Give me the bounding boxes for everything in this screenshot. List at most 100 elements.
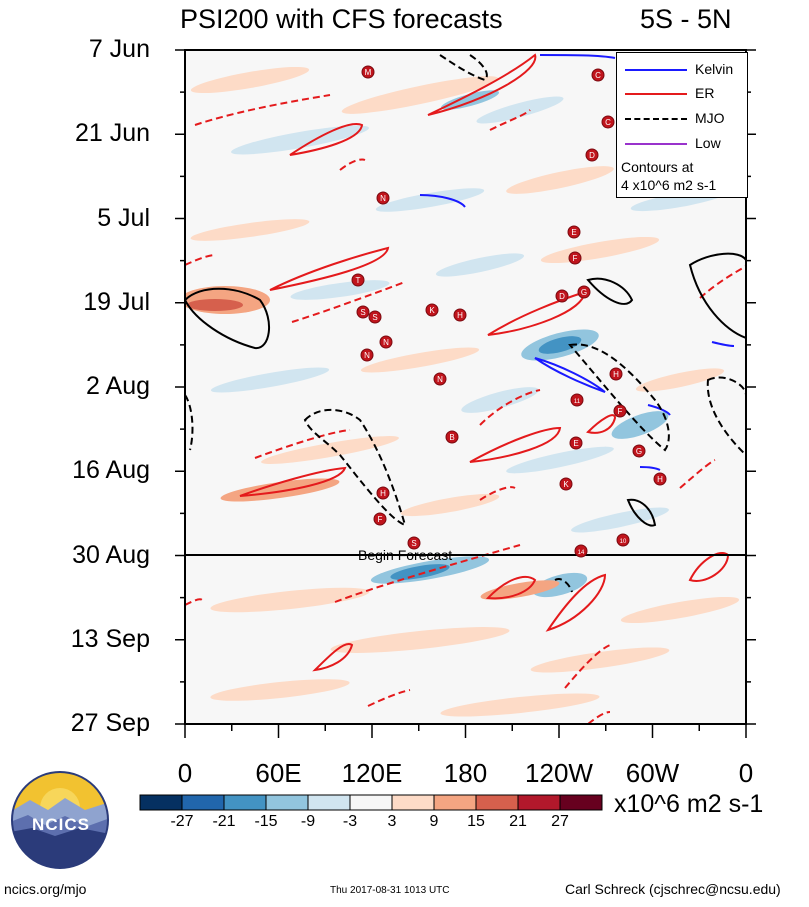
storm-marker: S	[407, 536, 421, 550]
colorbar-tick-label: -21	[212, 813, 236, 830]
y-tick-label: 21 Jun	[74, 119, 150, 148]
storm-marker-label: 11	[574, 399, 581, 405]
colorbar-swatch	[349, 794, 393, 811]
colorbar-swatch	[475, 794, 519, 811]
storm-marker-label: N	[383, 338, 389, 347]
storm-marker-label: H	[657, 475, 663, 484]
storm-marker: G	[577, 285, 591, 299]
legend-swatch	[625, 143, 687, 145]
colorbar-swatch	[181, 794, 225, 811]
storm-marker: E	[569, 436, 583, 450]
colorbar-tick-label: -15	[254, 813, 278, 830]
colorbar-swatch	[223, 794, 267, 811]
storm-marker-label: G	[581, 288, 587, 297]
ncics-logo	[11, 771, 109, 869]
storm-marker: B	[445, 430, 459, 444]
storm-marker: H	[453, 308, 467, 322]
storm-marker: T	[351, 273, 365, 287]
storm-marker-label: 14	[578, 550, 585, 556]
y-tick-label: 2 Aug	[86, 372, 150, 400]
x-tick-label: 60E	[255, 758, 302, 788]
storm-marker: G	[632, 444, 646, 458]
colorbar-tick-label: -9	[300, 813, 316, 830]
storm-marker: E	[567, 225, 581, 239]
legend-label: Kelvin	[695, 61, 734, 77]
region-label: 5S - 5N	[640, 4, 732, 34]
storm-marker-label: N	[364, 351, 370, 360]
storm-marker-label: G	[636, 447, 642, 456]
storm-marker-label: H	[457, 311, 463, 320]
colorbar-swatch	[307, 794, 351, 811]
storm-marker: 11	[570, 393, 584, 407]
storm-marker: H	[653, 472, 667, 486]
storm-marker-label: D	[559, 292, 565, 301]
colorbar-swatch	[517, 794, 561, 811]
storm-marker: S	[368, 310, 382, 324]
colorbar-swatch	[391, 794, 435, 811]
storm-marker-label: F	[573, 254, 578, 263]
legend-swatch	[625, 93, 687, 95]
legend: Kelvin ER MJO Low Contours at 4 x10^6 m2…	[616, 52, 748, 198]
colorbar-tick-label: 21	[509, 813, 527, 830]
legend-label: ER	[695, 85, 715, 101]
colorbar-tick-label: 3	[387, 813, 397, 830]
y-tick-label: 7 Jun	[88, 35, 150, 63]
colorbar-units: x10^6 m2 s-1	[614, 790, 764, 818]
storm-marker-label: S	[360, 308, 365, 317]
y-tick-label: 13 Sep	[70, 624, 150, 653]
storm-marker: D	[585, 148, 599, 162]
colorbar-swatch	[265, 794, 309, 811]
x-tick-label: 120E	[341, 758, 403, 788]
storm-marker-label: E	[571, 228, 576, 237]
storm-marker-label: H	[380, 489, 386, 498]
begin-forecast-label: Begin Forecast	[358, 547, 453, 563]
storm-marker: N	[360, 348, 374, 362]
legend-label: MJO	[695, 110, 725, 126]
storm-marker: K	[559, 477, 573, 491]
x-tick-label: 0	[177, 758, 193, 788]
y-tick-label: 5 Jul	[97, 203, 150, 232]
storm-marker-label: D	[589, 151, 595, 160]
storm-marker-label: T	[356, 276, 361, 285]
storm-marker: H	[376, 486, 390, 500]
storm-marker: H	[609, 367, 623, 381]
legend-note: 4 x10^6 m2 s-1	[621, 177, 717, 193]
colorbar	[139, 794, 603, 811]
storm-marker-label: B	[449, 433, 454, 442]
footer-author: Carl Schreck (cjschrec@ncsu.edu)	[565, 881, 781, 897]
storm-marker-label: H	[613, 370, 619, 379]
storm-marker: 14	[574, 544, 588, 558]
legend-swatch	[625, 118, 687, 120]
legend-note: Contours at	[621, 159, 694, 175]
storm-marker: F	[613, 404, 627, 418]
legend-swatch	[625, 69, 687, 71]
footer-url[interactable]: ncics.org/mjo	[4, 881, 87, 897]
storm-marker-label: F	[618, 407, 623, 416]
y-tick-label: 19 Jul	[83, 287, 150, 316]
storm-marker: N	[376, 191, 390, 205]
storm-marker: F	[568, 251, 582, 265]
storm-marker-label: N	[380, 194, 386, 203]
storm-marker: F	[373, 512, 387, 526]
y-tick-label: 30 Aug	[72, 540, 150, 569]
legend-label: Low	[695, 135, 721, 151]
storm-marker-label: M	[365, 68, 372, 77]
chart-title: PSI200 with CFS forecasts	[180, 4, 503, 34]
x-tick-label: 120W	[525, 758, 593, 788]
storm-marker: N	[379, 335, 393, 349]
y-tick-label: 16 Aug	[72, 456, 150, 485]
colorbar-swatch	[139, 794, 183, 811]
storm-marker-label: 10	[620, 539, 627, 545]
storm-marker-label: S	[372, 313, 377, 322]
storm-marker: S	[356, 305, 370, 319]
colorbar-tick-label: -27	[170, 813, 194, 830]
storm-marker: 10	[616, 533, 630, 547]
x-tick-label: 180	[443, 758, 488, 788]
storm-marker: C	[591, 68, 605, 82]
colorbar-tick-label: 15	[467, 813, 485, 830]
x-tick-label: 60W	[625, 758, 680, 788]
wave-contours	[185, 53, 746, 724]
footer-timestamp: Thu 2017-08-31 1013 UTC	[330, 885, 450, 896]
